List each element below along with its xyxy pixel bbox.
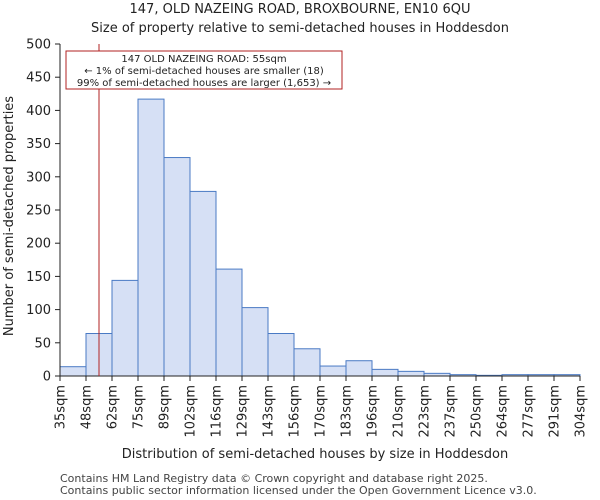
x-tick-label: 291sqm xyxy=(548,385,563,438)
histogram-bar xyxy=(137,98,165,377)
histogram-bar xyxy=(215,268,243,377)
y-tick-label: 350 xyxy=(26,137,51,152)
x-tick-label: 196sqm xyxy=(366,385,381,438)
y-tick-label: 250 xyxy=(26,204,51,219)
histogram-bar xyxy=(267,333,295,377)
annotation-box: 147 OLD NAZEING ROAD: 55sqm ← 1% of semi… xyxy=(65,50,343,90)
x-tick-label: 223sqm xyxy=(418,385,433,438)
y-axis-label: Number of semi-detached properties xyxy=(2,96,17,336)
y-tick-label: 200 xyxy=(26,237,51,252)
y-tick-label: 450 xyxy=(26,71,51,86)
x-tick-label: 129sqm xyxy=(236,385,251,438)
x-tick-label: 237sqm xyxy=(444,385,459,438)
histogram-bar xyxy=(319,365,347,377)
x-tick-label: 277sqm xyxy=(522,385,537,438)
y-tick-label: 300 xyxy=(26,170,51,185)
x-axis: 35sqm 48sqm 62sqm 75sqm 89sqm 102sqm 116sqm 129… xyxy=(54,376,589,438)
x-tick-label: 304sqm xyxy=(574,385,589,438)
x-tick-label: 156sqm xyxy=(288,385,303,438)
x-tick-label: 210sqm xyxy=(392,385,407,438)
footer-line-2: Contains public sector information licen… xyxy=(60,484,537,497)
histogram-bar xyxy=(59,366,87,377)
x-tick-label: 35sqm xyxy=(54,385,69,429)
x-tick-label: 102sqm xyxy=(184,385,199,438)
y-tick-label: 500 xyxy=(26,38,51,53)
y-tick-label: 400 xyxy=(26,104,51,119)
chart-title: 147, OLD NAZEING ROAD, BROXBOURNE, EN10 … xyxy=(130,2,471,17)
x-tick-label: 143sqm xyxy=(262,385,277,438)
footer-line-1: Contains HM Land Registry data © Crown c… xyxy=(60,472,488,485)
histogram-bar xyxy=(241,307,269,377)
x-tick-label: 183sqm xyxy=(340,385,355,438)
annotation-frame xyxy=(65,50,343,90)
y-tick-label: 0 xyxy=(43,370,51,385)
y-tick-label: 150 xyxy=(26,270,51,285)
y-axis: 0 50 100 150 200 250 300 350 400 450 500 xyxy=(26,38,60,385)
x-tick-label: 75sqm xyxy=(132,385,147,429)
chart-subtitle: Size of property relative to semi-detach… xyxy=(91,21,509,36)
x-tick-label: 116sqm xyxy=(210,385,225,438)
x-tick-label: 264sqm xyxy=(496,385,511,438)
x-tick-label: 170sqm xyxy=(314,385,329,438)
x-tick-label: 89sqm xyxy=(158,385,173,429)
histogram-bar xyxy=(397,370,425,377)
x-tick-label: 62sqm xyxy=(106,385,121,429)
histogram-bar xyxy=(371,368,399,377)
annotation-line-3: 99% of semi-detached houses are larger (… xyxy=(77,78,331,89)
histogram-bar xyxy=(293,348,321,377)
x-axis-label: Distribution of semi-detached houses by … xyxy=(122,447,508,462)
annotation-line-1: 147 OLD NAZEING ROAD: 55sqm xyxy=(121,54,286,65)
histogram-bar xyxy=(345,360,373,377)
x-tick-label: 250sqm xyxy=(470,385,485,438)
annotation-line-2: ← 1% of semi-detached houses are smaller… xyxy=(84,66,324,77)
histogram-bar xyxy=(189,190,217,377)
histogram-bar xyxy=(163,157,191,377)
x-tick-label: 48sqm xyxy=(80,385,95,429)
histogram-bar xyxy=(111,279,139,377)
y-tick-label: 50 xyxy=(34,336,51,351)
y-tick-label: 100 xyxy=(26,303,51,318)
bars xyxy=(59,98,581,377)
